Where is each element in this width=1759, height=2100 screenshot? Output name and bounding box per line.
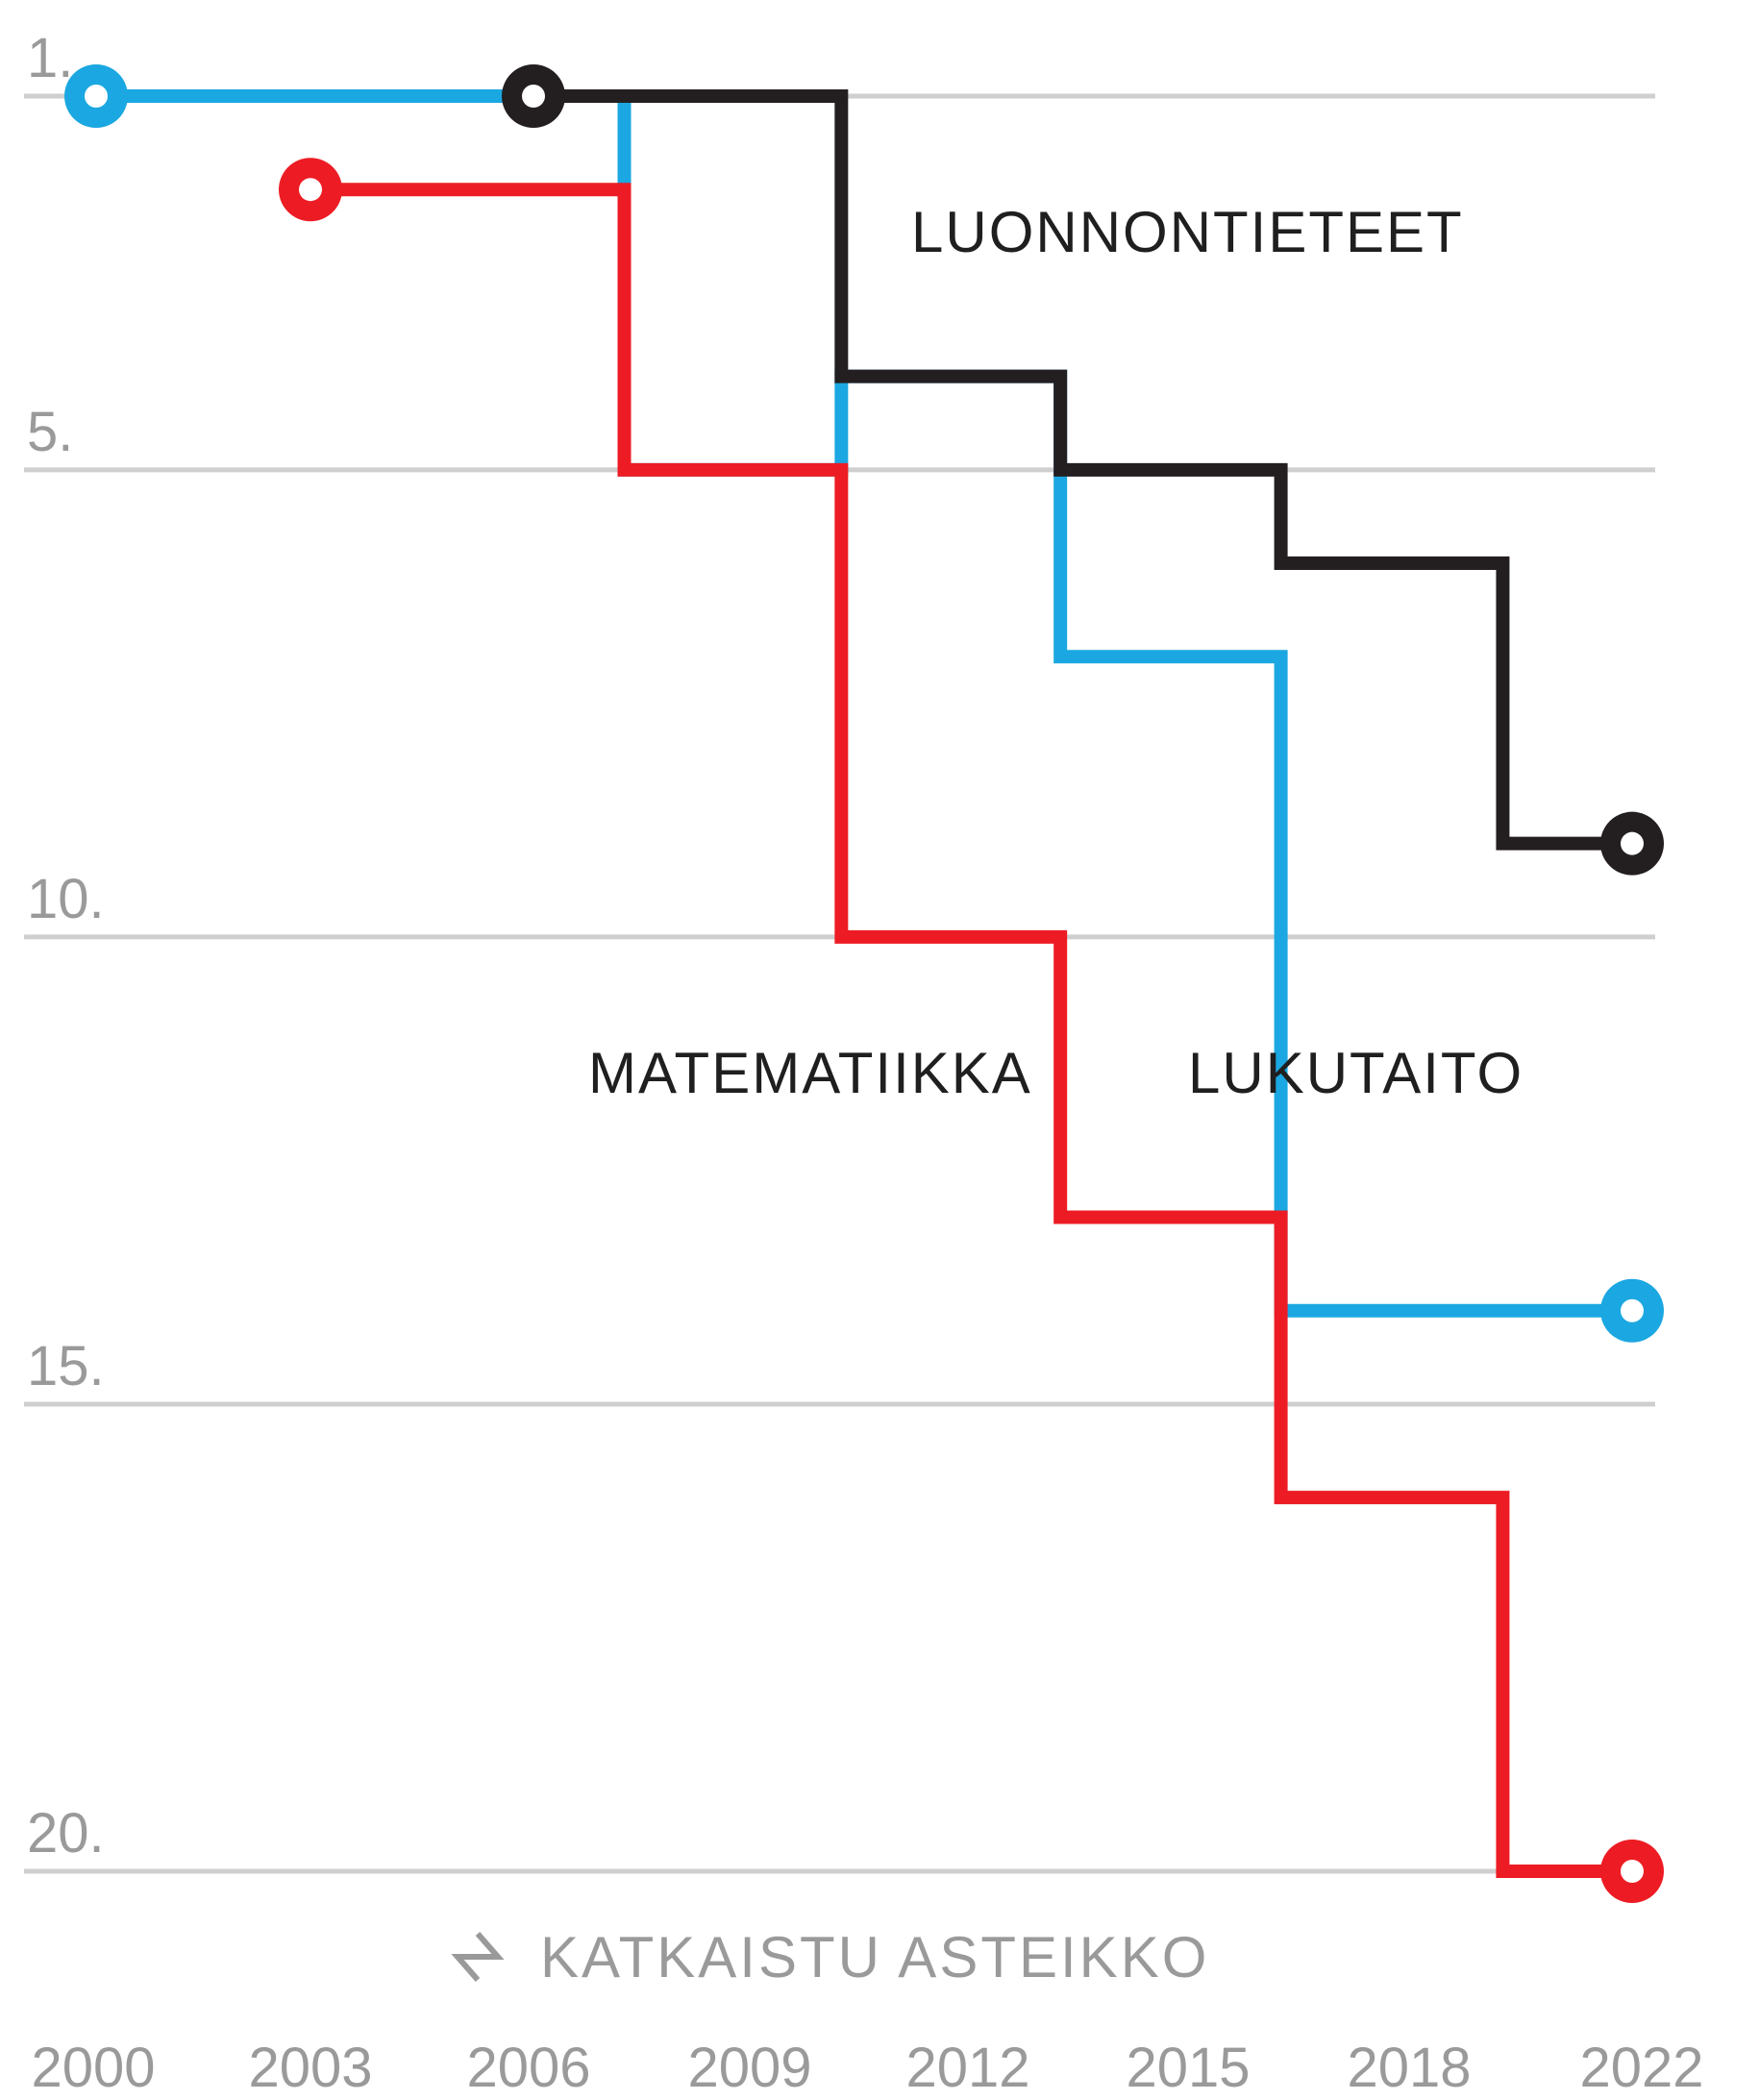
x-tick-label: 2003: [248, 2037, 372, 2099]
series-line-matematiikka: [310, 183, 1632, 1878]
broken-scale-label: KATKAISTU ASTEIKKO: [540, 1925, 1209, 1989]
broken-scale-note: KATKAISTU ASTEIKKO: [451, 1925, 1209, 1989]
y-tick-label: 10.: [27, 868, 105, 930]
series-lines: [64, 64, 1664, 1903]
y-tick-labels: 1. 5. 10. 15. 20.: [27, 27, 105, 1865]
x-tick-label: 2006: [466, 2037, 590, 2099]
endpoint-marker-center: [522, 85, 545, 108]
endpoint-marker-center: [299, 178, 322, 202]
y-tick-label: 5.: [27, 401, 73, 463]
endpoint-marker-center: [85, 85, 108, 108]
endpoint-marker-center: [1621, 831, 1644, 855]
x-tick-label: 2015: [1126, 2037, 1250, 2099]
y-tick-label: 15.: [27, 1335, 105, 1397]
series-line-lukutaito: [96, 89, 1632, 1318]
x-tick-label: 2000: [31, 2037, 155, 2099]
series-labels: LUONNONTIETEET MATEMATIIKKA LUKUTAITO: [588, 200, 1524, 1105]
x-tick-label: 2018: [1347, 2037, 1471, 2099]
endpoint-marker-center: [1621, 1860, 1644, 1883]
series-label-luonnontieteet: LUONNONTIETEET: [911, 200, 1464, 264]
x-tick-label: 2022: [1579, 2037, 1703, 2099]
axis-break-icon: [451, 1932, 505, 1982]
x-tick-labels: 2000 2003 2006 2009 2012 2015 2018 2022: [31, 2037, 1703, 2099]
y-tick-label: 1.: [27, 27, 73, 89]
x-tick-label: 2009: [687, 2037, 811, 2099]
x-tick-label: 2012: [905, 2037, 1029, 2099]
endpoint-marker-center: [1621, 1298, 1644, 1322]
y-tick-label: 20.: [27, 1802, 105, 1865]
series-label-matematiikka: MATEMATIIKKA: [588, 1041, 1032, 1105]
series-line-luonnontieteet: [533, 89, 1632, 851]
series-label-lukutaito: LUKUTAITO: [1188, 1041, 1524, 1105]
